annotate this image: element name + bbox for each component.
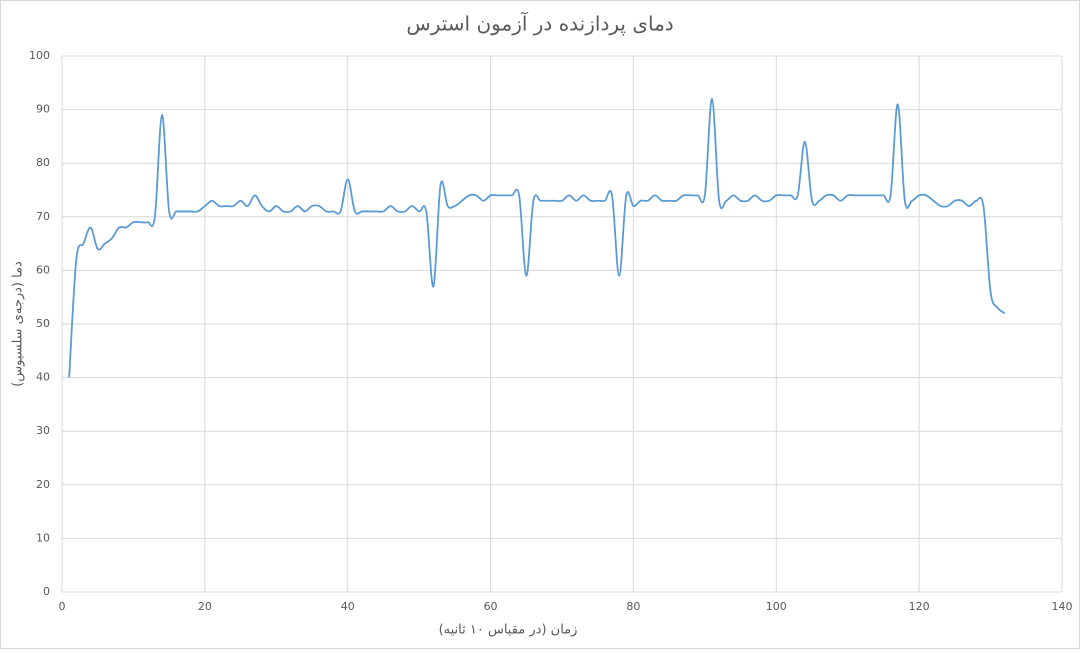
x-tick-label: 0 [59, 600, 66, 613]
y-axis-label: دما (درجه‌ی سلسیوس) [11, 261, 26, 387]
x-tick-label: 40 [341, 600, 355, 613]
data-line [68, 97, 1006, 378]
y-tick-label: 60 [36, 263, 50, 276]
y-tick-label: 100 [29, 49, 50, 62]
x-tick-label: 100 [766, 600, 787, 613]
x-tick-label: 120 [909, 600, 930, 613]
y-tick-label: 90 [36, 103, 50, 116]
y-tick-label: 70 [36, 210, 50, 223]
y-tick-label: 0 [43, 585, 50, 598]
y-tick-label: 80 [36, 156, 50, 169]
y-tick-label: 10 [36, 531, 50, 544]
x-tick-label: 20 [198, 600, 212, 613]
x-tick-label: 80 [626, 600, 640, 613]
y-tick-label: 30 [36, 424, 50, 437]
y-tick-label: 20 [36, 478, 50, 491]
x-axis-label: زمان (در مقیاس ۱۰ ثانیه) [439, 623, 578, 638]
x-tick-label: 140 [1052, 600, 1073, 613]
chart-title: دمای پردازنده در آزمون استرس [406, 11, 673, 37]
y-tick-label: 50 [36, 317, 50, 330]
x-tick-label: 60 [484, 600, 498, 613]
y-tick-label: 40 [36, 371, 50, 384]
